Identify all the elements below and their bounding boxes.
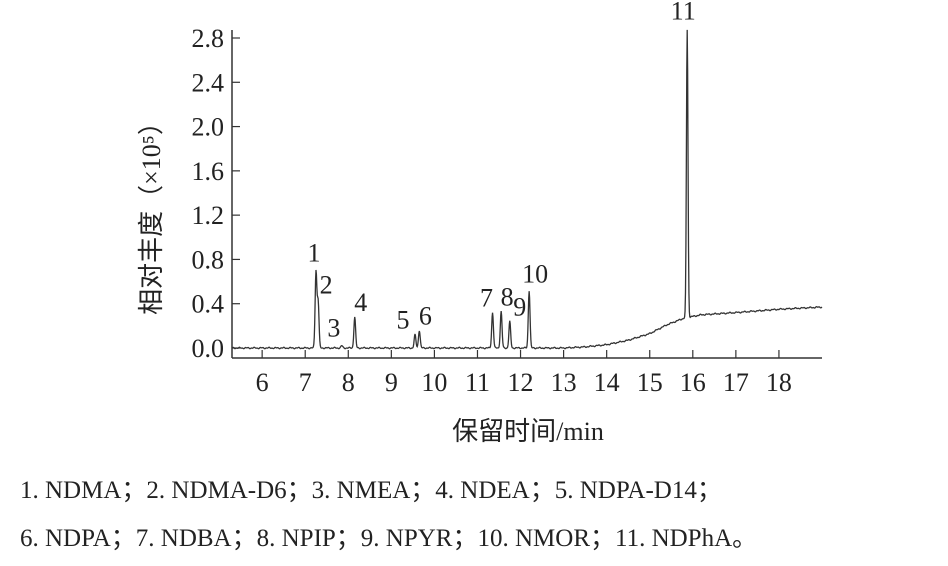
- peak-label-4: 4: [354, 288, 367, 317]
- axes: [231, 30, 822, 359]
- x-tick-label: 8: [342, 368, 355, 397]
- x-tick-label: 15: [637, 368, 663, 397]
- x-tick-label: 7: [299, 368, 312, 397]
- chromatogram-chart: 0.00.40.81.21.62.02.42.8 6 7 8 9 10 11 12 13 14 1…: [137, 0, 823, 446]
- peak-label-1: 1: [307, 239, 320, 268]
- x-tick-label: 6: [256, 368, 269, 397]
- x-tick-label: 17: [723, 368, 749, 397]
- y-tick-label: 2.4: [192, 68, 225, 97]
- y-tick-label: 2.8: [192, 24, 225, 53]
- peak-label-8: 8: [501, 282, 514, 311]
- x-tick-label: 10: [421, 368, 447, 397]
- y-tick-label: 2.0: [192, 113, 225, 142]
- y-tick-label: 0.0: [192, 334, 225, 363]
- x-tick-label: 11: [465, 368, 490, 397]
- chromatogram-trace: [231, 29, 823, 350]
- peak-label-7: 7: [480, 284, 493, 313]
- y-ticks: 0.0 0.4 0.8 1.2 1.6 2.0 2.4 2.8: [192, 24, 240, 363]
- x-tick-label: 16: [680, 368, 706, 397]
- x-tick-label: 14: [594, 368, 620, 397]
- y-tick-label: 1.2: [192, 201, 225, 230]
- x-ticks: 6 7 8 9 10 11 12 13 14 15 16 17 18: [256, 350, 792, 397]
- peak-label-9: 9: [513, 292, 526, 321]
- y-tick-label: 0.8: [192, 245, 225, 274]
- peak-label-6: 6: [419, 301, 432, 330]
- x-tick-label: 12: [508, 368, 534, 397]
- y-tick-label: 0.4: [192, 290, 225, 319]
- peak-label-3: 3: [327, 313, 340, 342]
- legend-line-1: 1. NDMA；2. NDMA-D6；3. NMEA；4. NDEA；5. ND…: [20, 477, 722, 504]
- x-axis-label: 保留时间/min: [452, 417, 604, 446]
- x-tick-label: 18: [766, 368, 792, 397]
- peak-label-2: 2: [320, 271, 333, 300]
- y-tick-label: 1.6: [192, 157, 225, 186]
- legend-line-2: 6. NDPA；7. NDBA；8. NPIP；9. NPYR；10. NMOR…: [20, 525, 758, 552]
- peak-label-5: 5: [397, 306, 410, 335]
- peak-label-10: 10: [522, 259, 548, 288]
- x-tick-label: 9: [385, 368, 398, 397]
- y-axis-label: 相对丰度（×10⁵）: [137, 109, 166, 315]
- x-tick-label: 13: [551, 368, 577, 397]
- peak-labels: 12 34 5 6 7 8 9 10 11: [307, 0, 695, 342]
- peak-label-11: 11: [671, 0, 696, 26]
